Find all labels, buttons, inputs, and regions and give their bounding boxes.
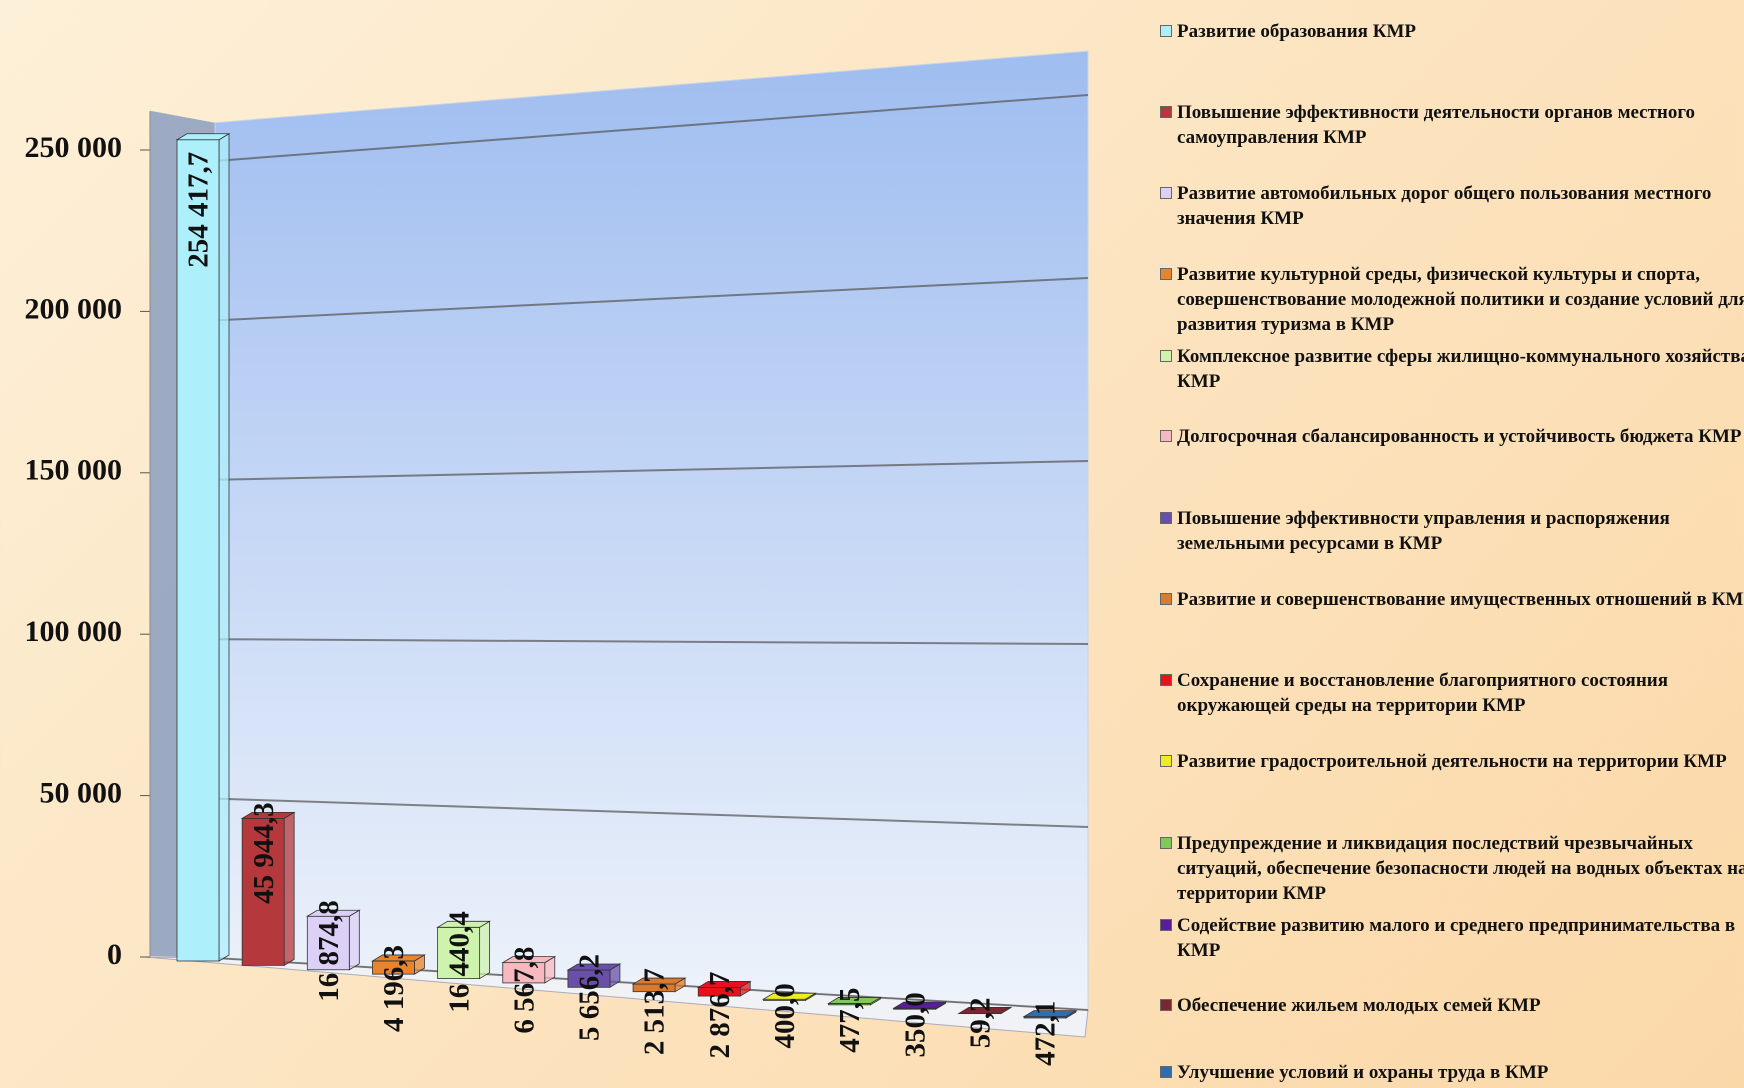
legend-swatch — [1160, 350, 1172, 362]
bar-top — [696, 981, 752, 988]
value-label: 400,0 — [769, 983, 801, 1048]
legend-swatch — [1160, 593, 1172, 605]
bar-top — [240, 811, 296, 819]
value-label: 472,1 — [1030, 1001, 1062, 1066]
value-label: 6 567,8 — [508, 947, 540, 1034]
y-tick-label: 250 000 — [25, 131, 123, 164]
bar-top — [501, 956, 557, 964]
grid-line — [214, 94, 1089, 162]
legend-swatch — [1160, 25, 1172, 37]
value-label: 16 874,8 — [313, 900, 345, 1002]
legend-entry: Сохранение и восстановление благоприятно… — [1160, 668, 1744, 718]
bar-side — [218, 133, 230, 962]
value-label: 477,5 — [834, 987, 866, 1052]
grid-line — [214, 277, 1089, 322]
legend-entry: Развитие автомобильных дорог общего поль… — [1160, 181, 1744, 231]
y-tick-label: 50 000 — [40, 776, 123, 809]
legend-swatch — [1160, 1066, 1172, 1078]
legend-label: Долгосрочная сбалансированность и устойч… — [1177, 426, 1742, 447]
value-label: 59,2 — [965, 997, 997, 1048]
legend-entry: Повышение эффективности управления и рас… — [1160, 506, 1744, 556]
legend-label: Содействие развитию малого и среднего пр… — [1177, 915, 1736, 961]
legend-entry: Развитие градостроительной деятельности … — [1160, 749, 1744, 774]
legend-swatch — [1160, 187, 1172, 199]
legend-label: Повышение эффективности управления и рас… — [1177, 508, 1670, 554]
legend-label: Обеспечение жильем молодых семей КМР — [1177, 995, 1541, 1016]
legend-swatch — [1160, 268, 1172, 280]
legend-swatch — [1160, 755, 1172, 767]
bar — [176, 139, 220, 962]
bar-top — [892, 1001, 948, 1009]
legend-label: Развитие культурной среды, физической ку… — [1177, 264, 1744, 335]
legend-entry: Развитие и совершенствование имущественн… — [1160, 587, 1744, 612]
legend-swatch — [1160, 430, 1172, 442]
legend-swatch — [1160, 999, 1172, 1011]
bar — [437, 926, 481, 979]
y-tick-label: 150 000 — [25, 454, 123, 487]
legend-swatch — [1160, 674, 1172, 686]
y-tick-label: 100 000 — [25, 615, 123, 648]
legend-entry: Долгосрочная сбалансированность и устойч… — [1160, 424, 1744, 449]
value-label: 45 944,3 — [248, 802, 280, 904]
legend-entry: Предупреждение и ликвидация последствий … — [1160, 831, 1744, 906]
legend-entry: Повышение эффективности деятельности орг… — [1160, 100, 1744, 150]
legend-label: Улучшение условий и охраны труда в КМР — [1177, 1062, 1549, 1083]
legend-label: Развитие градостроительной деятельности … — [1177, 751, 1727, 772]
value-label: 254 417,7 — [183, 152, 215, 268]
bar-side — [283, 811, 295, 967]
bar-top — [371, 954, 426, 962]
y-tick-label: 0 — [107, 938, 122, 971]
legend-label: Повышение эффективности деятельности орг… — [1177, 102, 1696, 148]
back-wall — [214, 50, 1089, 1011]
bar-top — [957, 1007, 1013, 1014]
grid-line — [214, 797, 1089, 828]
y-tick-label: 200 000 — [25, 292, 123, 325]
bar-top — [175, 133, 231, 141]
chart: 0 50 000 100 000 150 000 200 000 250 000 254 4… — [25, 50, 1089, 1066]
legend-label: Развитие и совершенствование имущественн… — [1177, 589, 1744, 610]
legend-label: Предупреждение и ликвидация последствий … — [1177, 833, 1744, 904]
legend-entry: Комплексное развитие сферы жилищно-комму… — [1160, 344, 1744, 394]
bar-top — [761, 992, 817, 1000]
legend-entry: Обеспечение жильем молодых семей КМР — [1160, 993, 1744, 1018]
legend-swatch — [1160, 837, 1172, 849]
legend-label: Развитие автомобильных дорог общего поль… — [1177, 183, 1712, 229]
legend-entry: Развитие культурной среды, физической ку… — [1160, 262, 1744, 337]
legend-label: Комплексное развитие сферы жилищно-комму… — [1177, 346, 1744, 392]
legend-swatch — [1160, 106, 1172, 118]
legend-swatch — [1160, 919, 1172, 931]
legend-swatch — [1160, 512, 1172, 524]
grid-line — [214, 460, 1089, 481]
bar-top — [305, 909, 361, 917]
bar-top — [436, 920, 492, 928]
bar-top — [566, 963, 622, 971]
legend-entry: Развитие образования КМР — [1160, 19, 1744, 44]
value-label: 2 513,7 — [639, 968, 671, 1055]
legend-entry: Содействие развитию малого и среднего пр… — [1160, 913, 1744, 963]
value-label: 16 440,4 — [443, 911, 475, 1013]
bar-top — [827, 997, 882, 1004]
bar — [241, 817, 285, 966]
legend-label: Развитие образования КМР — [1177, 21, 1417, 42]
value-label: 5 656,2 — [574, 954, 606, 1041]
bar-side — [479, 920, 491, 980]
bar — [306, 915, 350, 971]
legend-entry: Улучшение условий и охраны труда в КМР — [1160, 1060, 1744, 1085]
legend-label: Сохранение и восстановление благоприятно… — [1177, 670, 1668, 716]
grid-line — [214, 638, 1089, 645]
value-label: 350,0 — [899, 992, 931, 1057]
bar-top — [1022, 1010, 1078, 1018]
value-label: 2 876,7 — [704, 971, 736, 1058]
bar-top — [631, 977, 687, 985]
value-label: 4 196,3 — [378, 945, 410, 1032]
bar-side — [348, 909, 360, 971]
